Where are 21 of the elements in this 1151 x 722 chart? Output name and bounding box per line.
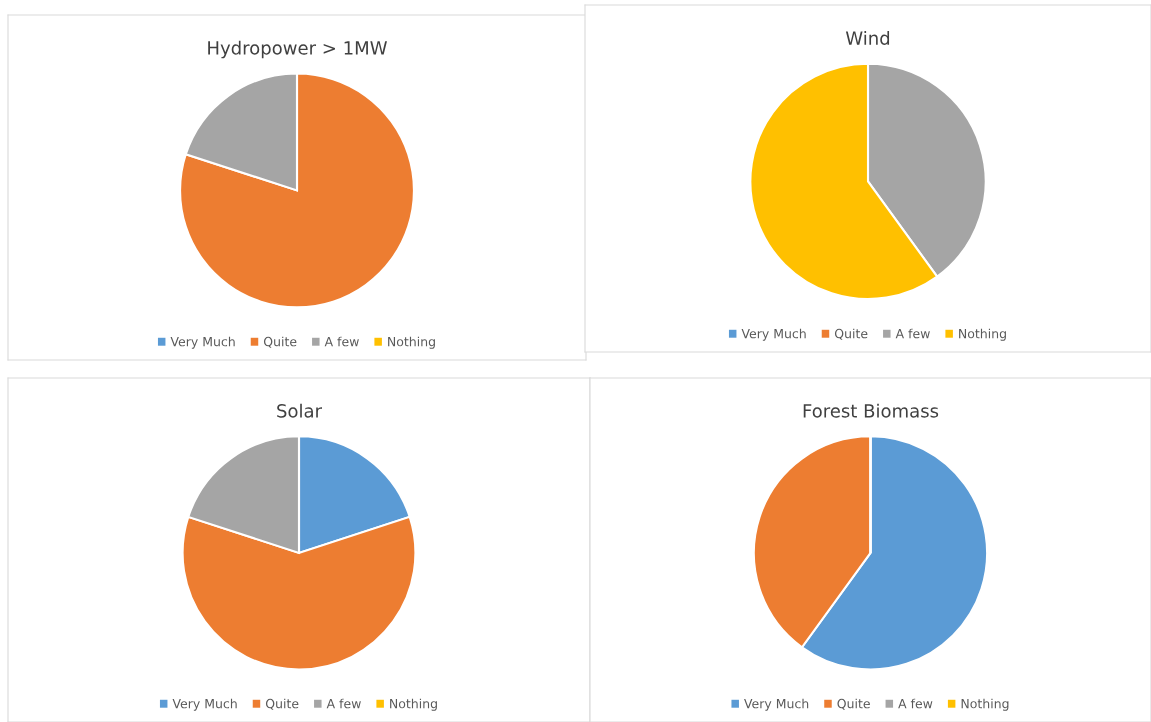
legend-label: Very Much [170, 336, 235, 349]
chart-title: Forest Biomass [803, 403, 939, 418]
legend-label: Very Much [741, 328, 806, 341]
legend-label: Quite [263, 336, 297, 348]
legend-label: Very Much [172, 698, 237, 711]
legend-label: Very Much [744, 698, 809, 711]
legend-label: Quite [837, 698, 870, 710]
legend-label: Quite [265, 698, 299, 710]
legend-label: A few [326, 698, 361, 709]
legend-label: A few [324, 336, 359, 347]
legend-label: Nothing [961, 698, 1009, 711]
pie-slice [179, 72, 415, 309]
legend-label: Quite [834, 328, 868, 340]
legend-label: Nothing [390, 698, 437, 711]
legend-label: A few [895, 328, 930, 339]
chart-title: Solar [277, 403, 322, 418]
chart-title: Hydropower > 1MW [208, 40, 387, 59]
chart-title: Wind [845, 30, 890, 45]
legend-label: Nothing [959, 328, 1006, 341]
legend-label: Nothing [388, 336, 435, 349]
legend-label: A few [898, 698, 933, 709]
